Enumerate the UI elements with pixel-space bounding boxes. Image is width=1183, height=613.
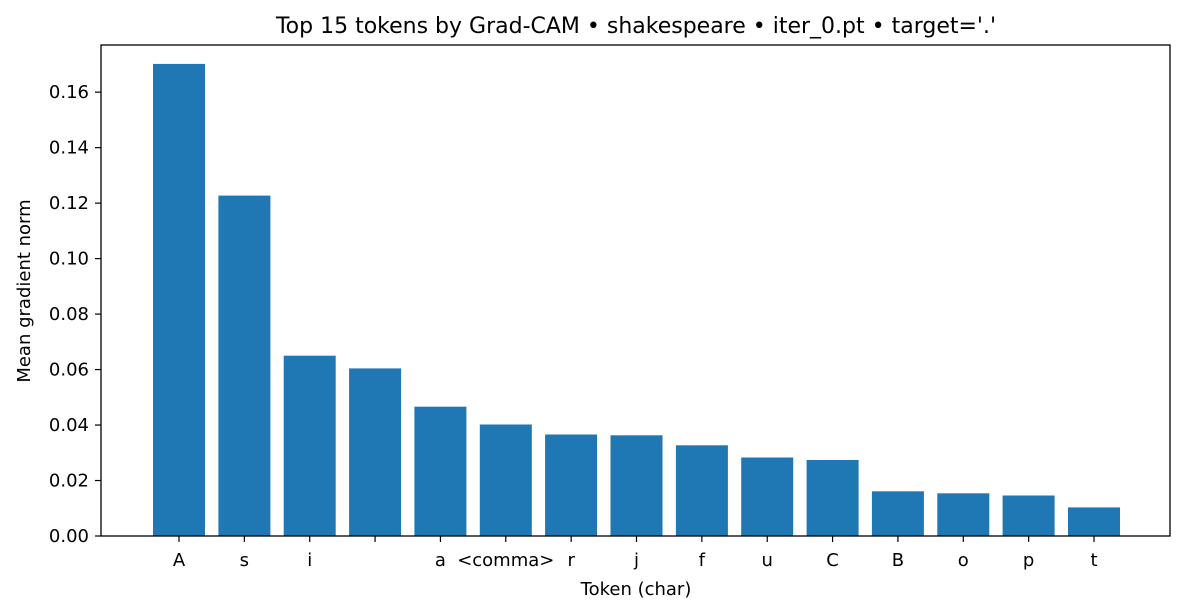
- y-tick-label: 0.06: [49, 360, 89, 381]
- bar-4: [414, 406, 467, 536]
- y-tick-label: 0.02: [49, 471, 89, 492]
- x-tick-label: B: [892, 550, 904, 571]
- x-tick-label: t: [1090, 550, 1097, 571]
- x-tick-label: u: [762, 550, 773, 571]
- bar-10: [806, 460, 859, 536]
- bar-12: [937, 493, 990, 536]
- bar-6: [545, 434, 598, 536]
- y-tick-label: 0.00: [49, 526, 89, 547]
- bar-0: [153, 63, 205, 537]
- y-axis-ticks: 0.00 0.02 0.04 0.06 0.08 0.10 0.12 0.14 0.16: [49, 82, 101, 547]
- plot-frame: [100, 44, 1171, 537]
- y-axis-label: Mean gradient norm: [14, 199, 35, 382]
- x-tick-label: a: [435, 550, 446, 571]
- bar-8: [675, 445, 728, 536]
- bar-3: [349, 368, 402, 536]
- x-tick-label: f: [699, 550, 706, 571]
- x-tick-label: j: [633, 550, 639, 571]
- bar-7: [610, 435, 663, 536]
- bar-14: [1068, 507, 1120, 536]
- y-tick-label: 0.16: [49, 82, 89, 103]
- x-tick-label: <comma>: [457, 550, 554, 571]
- y-tick-label: 0.10: [49, 249, 89, 270]
- x-tick-label: C: [826, 550, 839, 571]
- bar-1: [218, 195, 271, 536]
- bars-group: [153, 63, 1120, 537]
- x-tick-label: o: [958, 550, 969, 571]
- x-tick-label: s: [240, 550, 249, 571]
- y-tick-label: 0.12: [49, 193, 89, 214]
- x-tick-label: i: [307, 550, 312, 571]
- x-tick-label: p: [1023, 550, 1034, 571]
- bar-5: [479, 424, 532, 536]
- chart-title: Top 15 tokens by Grad-CAM • shakespeare …: [275, 14, 996, 39]
- x-tick-label: A: [173, 550, 186, 571]
- y-tick-label: 0.14: [49, 138, 89, 159]
- bar-9: [741, 457, 794, 536]
- bar-2: [283, 355, 336, 536]
- x-axis-label: Token (char): [580, 579, 692, 600]
- y-tick-label: 0.08: [49, 304, 89, 325]
- bar-11: [871, 491, 924, 536]
- bar-13: [1002, 495, 1055, 536]
- x-tick-label: r: [567, 550, 575, 571]
- y-tick-label: 0.04: [49, 415, 89, 436]
